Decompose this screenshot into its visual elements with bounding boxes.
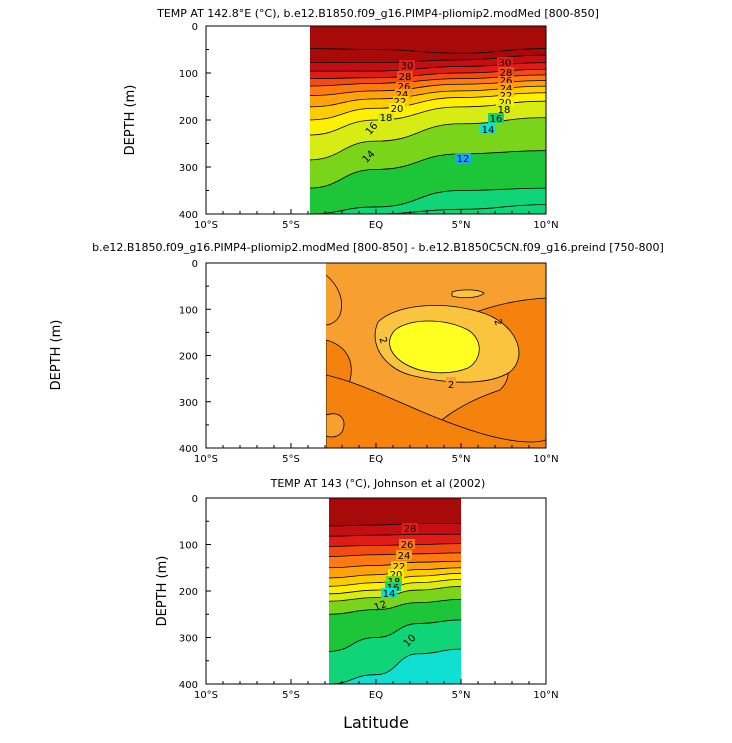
- panel-difference-title: b.e12.B1850.f09_g16.PIMP4-pliomip2.modMe…: [92, 241, 664, 254]
- y-tick-label: 0: [192, 259, 198, 270]
- contour-label: 26: [398, 82, 411, 93]
- panel-model-field: [310, 26, 546, 214]
- contour-label: 22: [500, 91, 513, 102]
- panel-observed-field: [329, 498, 461, 684]
- isotherm-26: [329, 543, 461, 547]
- contour-label: 24: [396, 90, 409, 101]
- x-tick-label: 5°S: [282, 220, 300, 231]
- contour-label: 16: [490, 114, 503, 125]
- x-tick-label: 10°S: [194, 220, 218, 231]
- x-tick-label: 10°S: [194, 454, 218, 465]
- contour-label: 22: [394, 97, 407, 108]
- panel-difference-field: [326, 263, 546, 448]
- x-tick-label: 5°S: [282, 690, 300, 701]
- y-tick-label: 400: [179, 444, 198, 455]
- y-tick-label: 100: [179, 305, 198, 316]
- panel-observed-axes: 10°S 5°S EQ 5°N 10°N 0 100 200 300 400: [179, 494, 559, 701]
- x-tick-label: 5°S: [282, 454, 300, 465]
- panel-observed-title: TEMP AT 143 (°C), Johnson et al (2002): [270, 477, 486, 490]
- y-tick-label: 100: [179, 69, 198, 80]
- contour-label: 20: [391, 104, 404, 115]
- x-tick-label: 10°N: [533, 454, 558, 465]
- x-tick-label: 5°N: [452, 220, 471, 231]
- y-tick-label: 400: [179, 680, 198, 691]
- contour-label: 26: [401, 540, 414, 551]
- x-tick-label: EQ: [369, 220, 383, 231]
- y-tick-label: 0: [192, 22, 198, 33]
- panel-model-contour-labels: 30 28 26 24 22 20 18 16 14 12 30 28 26 2…: [361, 57, 514, 165]
- contour-label: 30: [499, 58, 512, 69]
- isotherm-28: [329, 533, 461, 537]
- panel-observed-contour-labels: 28 26 24 22 20 18 16 14 12 10: [373, 523, 418, 649]
- contour-label: 20: [390, 570, 403, 581]
- panel-observed-ylabel: DEPTH (m): [155, 556, 170, 627]
- contour-label: 2: [376, 336, 389, 346]
- x-tick-label: 5°N: [452, 690, 471, 701]
- panel-observed: TEMP AT 143 (°C), Johnson et al (2002) D…: [155, 477, 559, 701]
- x-tick-label: EQ: [369, 454, 383, 465]
- contour-label: 18: [380, 113, 393, 124]
- isotherm-8: [329, 648, 461, 684]
- diff-region: [326, 274, 343, 326]
- isotherm-14: [329, 585, 461, 602]
- isotherm-12: [310, 150, 546, 189]
- contour-label: 2: [448, 380, 454, 391]
- temp-band: [310, 204, 546, 214]
- isotherm-30: [329, 523, 461, 527]
- isotherm-12: [329, 598, 461, 615]
- contour-label: 28: [399, 72, 412, 83]
- y-tick-label: 200: [179, 587, 198, 598]
- contour-label: 30: [401, 61, 414, 72]
- diff-region: [451, 289, 485, 299]
- x-tick-label: EQ: [369, 690, 383, 701]
- diff-region: [389, 320, 480, 374]
- contour-label: 22: [393, 562, 406, 573]
- x-tick-label: 10°N: [533, 220, 558, 231]
- temp-band: [310, 188, 546, 214]
- panel-difference-contour-labels: 2 2 2: [376, 318, 504, 391]
- y-tick-label: 300: [179, 398, 198, 409]
- y-tick-label: 0: [192, 494, 198, 505]
- y-tick-label: 200: [179, 352, 198, 363]
- panel-difference: b.e12.B1850.f09_g16.PIMP4-pliomip2.modMe…: [49, 241, 664, 465]
- diff-region: [326, 374, 546, 448]
- x-axis-label: Latitude: [343, 713, 409, 732]
- panel-difference-ylabel: DEPTH (m): [49, 320, 64, 391]
- contour-label: 14: [383, 589, 396, 600]
- contour-label: 12: [457, 154, 470, 165]
- panel-difference-axes: 10°S 5°S EQ 5°N 10°N 0 100 200 300 400: [179, 259, 559, 465]
- contour-label: 28: [500, 68, 513, 79]
- diff-region: [326, 413, 345, 438]
- contour-label: 12: [373, 599, 389, 614]
- contour-label: 28: [404, 524, 417, 535]
- panel-model-fill: [310, 26, 546, 214]
- isotherm-10: [329, 619, 461, 652]
- x-tick-label: 10°S: [194, 690, 218, 701]
- contour-label: 24: [500, 84, 513, 95]
- contour-label: 24: [398, 551, 411, 562]
- x-tick-label: 5°N: [452, 454, 471, 465]
- contour-label: 14: [482, 125, 495, 136]
- contour-label: 18: [498, 105, 511, 116]
- isotherm-10: [310, 187, 546, 214]
- y-tick-label: 100: [179, 541, 198, 552]
- contour-label: 26: [500, 76, 513, 87]
- contour-label: 20: [499, 98, 512, 109]
- isotherm-9: [310, 204, 546, 214]
- x-tick-label: 10°N: [533, 690, 558, 701]
- y-tick-label: 400: [179, 210, 198, 221]
- panel-model-axes: 10°S 5°S EQ 5°N 10°N 0 100 200 300 400: [179, 22, 559, 231]
- contour-label: 2: [491, 318, 504, 328]
- panel-model-title: TEMP AT 142.8°E (°C), b.e12.B1850.f09_g1…: [156, 7, 599, 20]
- panel-model-ylabel: DEPTH (m): [123, 85, 138, 156]
- panel-model: TEMP AT 142.8°E (°C), b.e12.B1850.f09_g1…: [123, 7, 599, 231]
- isotherm-32: [310, 48, 546, 54]
- y-tick-label: 300: [179, 163, 198, 174]
- y-tick-label: 300: [179, 634, 198, 645]
- y-tick-label: 200: [179, 116, 198, 127]
